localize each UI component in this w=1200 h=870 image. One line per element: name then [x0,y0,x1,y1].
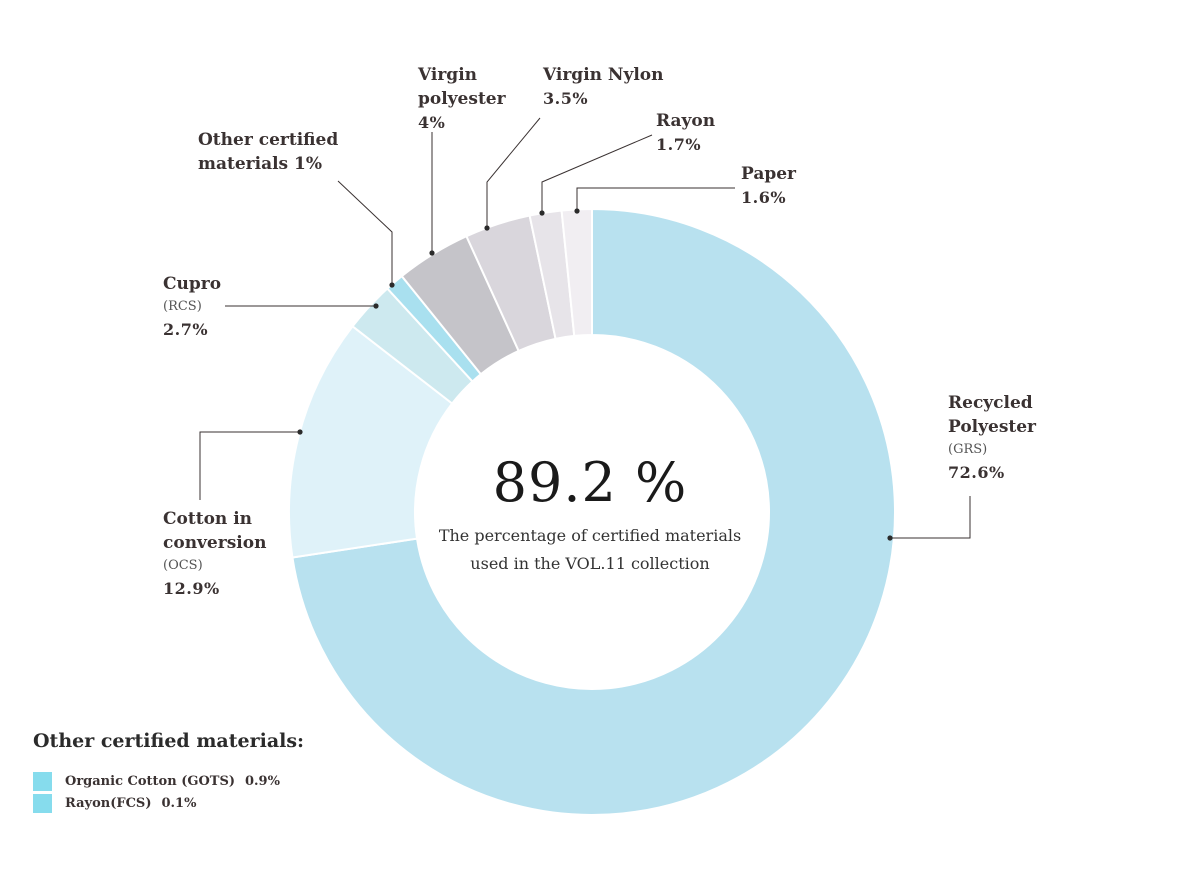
label-percent: 1.6% [741,188,787,207]
other-materials-legend: Other certified materials: Organic Cotto… [33,730,304,814]
label-percent: 12.9% [163,579,220,598]
slice-recycled-polyester [291,207,896,816]
label-paper: Paper 1.6% [741,162,796,210]
dot-cotton [297,429,303,435]
leader-other [337,180,393,285]
legend-item-name: Rayon(FCS) [65,795,152,811]
center-caption-line2: used in the VOL.11 collection [470,554,710,573]
label-percent: 4% [418,113,446,132]
label-name: Paper [741,164,797,184]
label-cert: (RCS) [163,299,202,314]
label-virgin-nylon: Virgin Nylon 3.5% [543,63,664,111]
dot-recycled-polyester [887,535,893,541]
dot-virgin-polyester [429,250,435,256]
center-percentage: 89.2 % [492,451,688,514]
leader-rayon [541,134,653,213]
label-percent: 72.6% [948,463,1005,482]
center-caption: The percentage of certified materials us… [430,522,750,578]
dot-rayon [539,210,545,216]
label-name: Polyester [948,417,1037,437]
label-cert: (GRS) [948,442,988,457]
label-name: Recycled [948,393,1033,413]
dot-paper [574,208,580,214]
legend-item: Organic Cotton (GOTS) 0.9% [33,770,304,792]
label-cotton-in-conversion: Cotton in conversion (OCS) 12.9% [163,507,266,601]
label-name: polyester [418,89,506,109]
leader-virgin-nylon [486,117,541,228]
label-cert: (OCS) [163,558,203,573]
legend-swatch [33,771,52,791]
label-percent: 2.7% [163,320,209,339]
dot-virgin-nylon [484,225,490,231]
legend-item: Rayon(FCS) 0.1% [33,792,304,814]
center-caption-line1: The percentage of certified materials [438,526,742,545]
label-recycled-polyester: Recycled Polyester (GRS) 72.6% [948,391,1036,485]
legend-item-value: 0.1% [161,795,197,811]
legend-title: Other certified materials: [33,730,305,752]
label-cupro: Cupro (RCS) 2.7% [163,272,221,342]
dot-cupro [373,303,379,309]
dot-other [389,282,395,288]
label-name: Cotton in [163,509,253,529]
center-summary: 89.2 % The percentage of certified mater… [430,448,750,578]
label-name: conversion [163,533,267,553]
label-percent: 3.5% [543,89,589,108]
legend-swatch [33,793,52,813]
leader-paper [576,187,735,211]
slice-paper [560,207,593,337]
label-name: Virgin [418,65,478,85]
legend-item-value: 0.9% [244,773,280,789]
label-name: materials 1% [198,154,323,174]
label-name: Rayon [656,111,716,131]
label-other-certified: Other certified materials 1% [198,128,338,176]
label-name: Other certified [198,130,339,150]
label-percent: 1.7% [656,135,702,154]
leader-cotton [199,431,300,500]
label-name: Cupro [163,274,222,294]
legend-item-name: Organic Cotton (GOTS) [65,773,235,789]
label-name: Virgin Nylon [543,65,664,85]
label-virgin-polyester: Virgin polyester 4% [418,63,506,135]
label-rayon: Rayon 1.7% [656,109,715,157]
leader-recycled-polyester [890,496,971,539]
